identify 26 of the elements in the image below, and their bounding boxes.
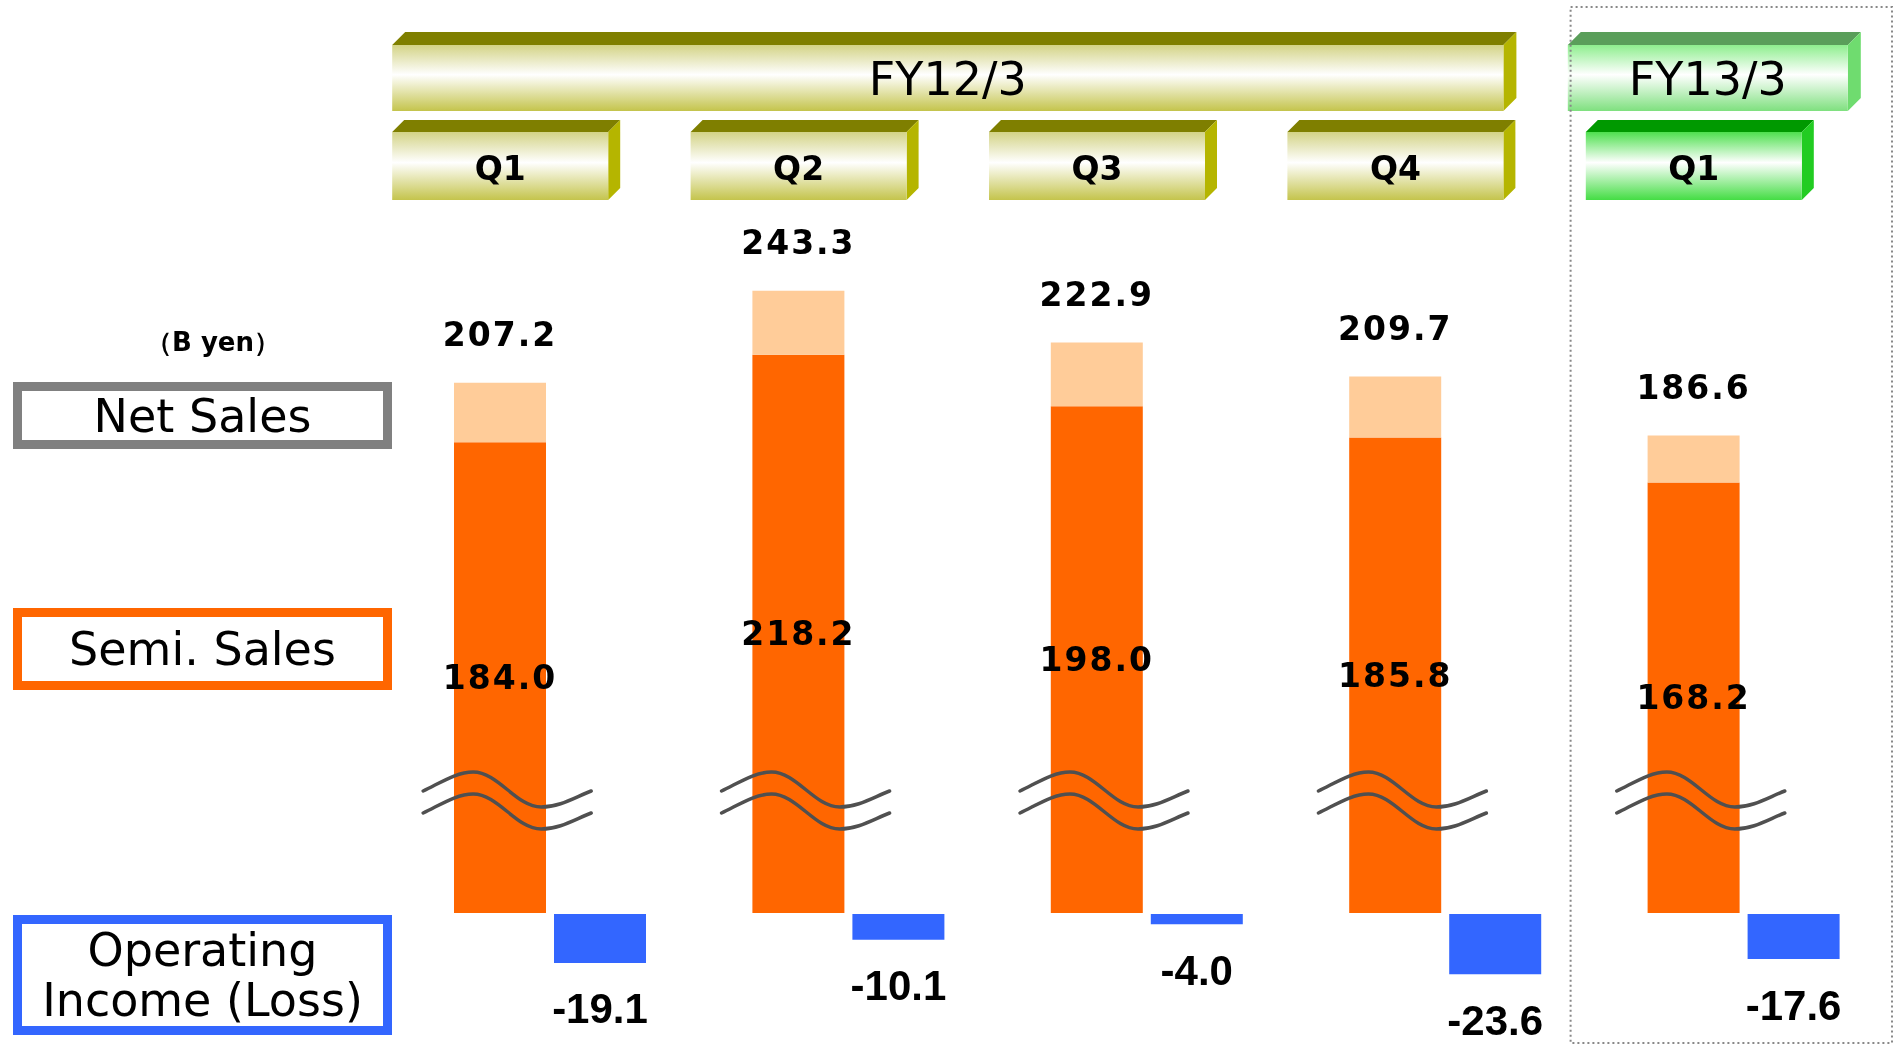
x-tick-label: Q1	[1668, 148, 1720, 188]
text: FY13/3	[1628, 52, 1787, 106]
data-label: -10.1	[850, 962, 947, 1010]
text: FY12/3	[868, 52, 1027, 106]
framed-box: Net Sales	[13, 382, 392, 449]
x-tick-label: Q1	[474, 148, 526, 188]
data-label: -19.1	[552, 985, 648, 1033]
bar	[752, 290, 845, 355]
x-tick-label: Q4	[1369, 148, 1421, 188]
total-label: 186.6	[1636, 367, 1751, 407]
data-label: -17.6	[1745, 981, 1842, 1029]
x-tick-label: Q3	[1071, 148, 1123, 188]
bar	[454, 382, 546, 443]
text: Operating Income (Loss)	[42, 923, 363, 1027]
total-label: 207.2	[442, 315, 558, 355]
x-tick-label: Q2	[773, 148, 825, 188]
data-label: -23.6	[1447, 996, 1544, 1044]
y-axis-title: （B yen）	[146, 327, 280, 357]
data-label: -4.0	[1160, 946, 1233, 994]
total-label: 222.9	[1039, 275, 1154, 315]
total-label: 243.3	[741, 222, 856, 262]
bar	[1050, 342, 1143, 407]
text: Semi. Sales	[69, 622, 336, 676]
total-label: 209.7	[1338, 308, 1453, 348]
bar	[1647, 435, 1740, 483]
bar	[1349, 376, 1442, 438]
